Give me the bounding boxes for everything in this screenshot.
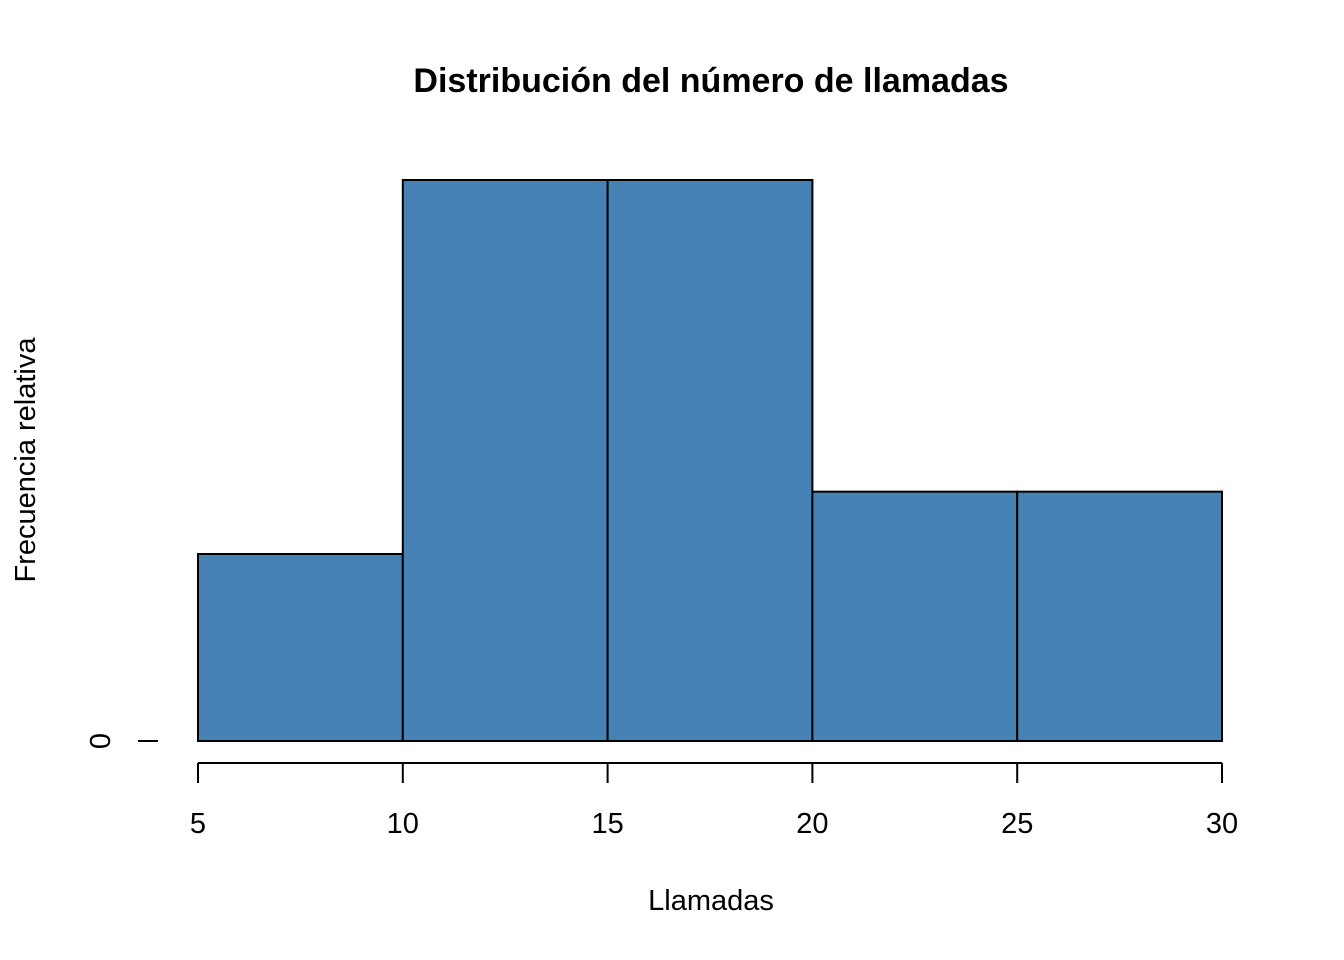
y-axis: 0	[85, 733, 158, 749]
histogram-bar-5	[1017, 492, 1222, 741]
x-tick-label-15: 15	[591, 808, 623, 840]
x-tick-label-20: 20	[796, 808, 828, 840]
histogram-bar-4	[812, 492, 1017, 741]
x-tick-label-10: 10	[387, 808, 419, 840]
histogram-bar-2	[403, 180, 608, 741]
x-axis-label: Llamadas	[648, 885, 774, 917]
bars-group	[198, 180, 1222, 741]
y-axis-label: Frecuencia relativa	[10, 337, 42, 583]
x-axis: 5 10 15 20 25 30	[190, 763, 1238, 840]
x-tick-label-25: 25	[1001, 808, 1033, 840]
histogram-bar-3	[608, 180, 813, 741]
x-tick-label-5: 5	[190, 808, 206, 840]
x-tick-label-30: 30	[1206, 808, 1238, 840]
chart-title: Distribución del número de llamadas	[413, 62, 1008, 100]
histogram-bar-1	[198, 554, 403, 741]
y-tick-label-0: 0	[85, 733, 117, 749]
